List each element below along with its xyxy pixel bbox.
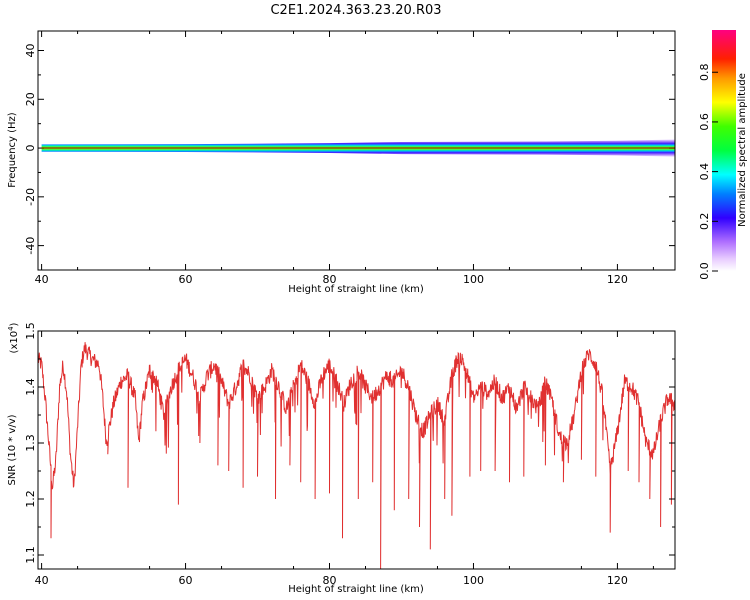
snr-y-scale: (x104)	[7, 322, 20, 353]
colorbar-ticks: 0.0 0.2 0.4 0.6 0.8	[698, 63, 718, 280]
colorbar-tick-label: 0.8	[698, 63, 711, 81]
colorbar-tick-label: 0.2	[698, 213, 711, 231]
figure-title: C2E1.2024.363.23.20.R03	[270, 3, 441, 18]
spectrogram-x-tick-label: 60	[179, 273, 193, 286]
spectrogram-y-tick-label: 20	[24, 92, 37, 106]
spectrogram-band-group	[41, 139, 675, 157]
snr-x-tick-label: 40	[35, 574, 49, 587]
snr-y-tick-label: 1.4	[24, 378, 37, 396]
spectrogram-x-tick-label: 120	[607, 273, 628, 286]
snr-y-tick-label: 1.5	[24, 322, 37, 340]
spectrogram-y-tick-label: -40	[24, 237, 37, 255]
snr-x-label: Height of straight line (km)	[288, 584, 424, 595]
snr-series-line	[38, 342, 675, 569]
spectrogram-y-tick-label: 40	[24, 44, 37, 58]
snr-y-ticks: 1.1 1.2 1.3 1.4 1.5	[24, 322, 675, 564]
spectrogram-x-ticks: 40 60 80 100 120	[35, 31, 654, 286]
snr-panel: 40 60 80 100 120 1.1 1.2 1.3 1.4 1.5 Height of s…	[7, 322, 676, 595]
snr-x-tick-label: 100	[463, 574, 484, 587]
spectrogram-x-tick-label: 40	[35, 273, 49, 286]
spectrogram-frame	[37, 30, 676, 271]
colorbar-tick-label: 0.6	[698, 113, 711, 130]
snr-x-tick-label: 60	[179, 574, 193, 587]
colorbar-tick-label: 0.4	[698, 163, 711, 181]
snr-x-tick-label: 80	[323, 574, 337, 587]
snr-y-tick-label: 1.3	[24, 434, 37, 452]
spectrogram-x-tick-label: 80	[323, 273, 337, 286]
colorbar-label: Normalized spectral amplitude	[737, 73, 748, 227]
spectrogram-y-label: Frequency (Hz)	[7, 112, 18, 188]
snr-y-tick-label: 1.1	[24, 546, 37, 564]
spectrogram-y-tick-label: 0	[24, 145, 37, 152]
snr-y-label: SNR (10 * v/v)	[7, 414, 18, 485]
snr-x-ticks: 40 60 80 100 120	[35, 331, 654, 587]
colorbar: 0.0 0.2 0.4 0.6 0.8 Normalized spectral ampl…	[698, 30, 748, 280]
snr-frame	[37, 330, 676, 570]
spectrogram-x-tick-label: 100	[463, 273, 484, 286]
colorbar-tick-label: 0.0	[698, 262, 711, 280]
spectrogram-y-tick-label: -20	[24, 188, 37, 206]
snr-y-tick-label: 1.2	[24, 490, 37, 508]
spectrogram-panel: 40 60 80 100 120 -40 -20 0 20 40 Height of strai…	[7, 30, 676, 295]
spectrogram-y-ticks: -40 -20 0 20 40	[24, 44, 675, 271]
snr-x-tick-label: 120	[607, 574, 628, 587]
colorbar-gradient	[712, 30, 736, 271]
spectrogram-x-label: Height of straight line (km)	[288, 284, 424, 295]
